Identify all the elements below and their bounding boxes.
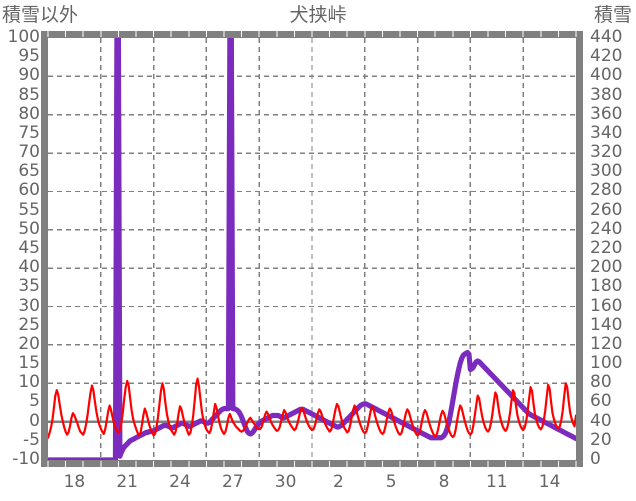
y-axis-left-tick: 90 xyxy=(18,65,40,86)
y-axis-right-tick: 260 xyxy=(590,199,623,220)
y-axis-left-tick: 5 xyxy=(29,391,40,412)
y-axis-right-tick: 0 xyxy=(590,449,601,469)
y-axis-right-tick: 180 xyxy=(590,276,623,297)
y-axis-left-tick: -5 xyxy=(23,429,40,450)
y-axis-right-tick: 380 xyxy=(590,84,623,105)
x-axis-tick: 18 xyxy=(63,472,86,492)
y-axis-right-tick: 400 xyxy=(590,65,623,86)
left-axis-title: 積雪以外 xyxy=(2,4,79,26)
gridlines xyxy=(48,38,576,460)
y-axis-left-tick: 35 xyxy=(18,276,40,297)
x-axis-tick: 21 xyxy=(116,472,138,492)
y-axis-left-tick: 65 xyxy=(18,161,40,182)
x-axis-tick: 14 xyxy=(538,472,561,492)
data-series xyxy=(48,38,576,460)
y-axis-right-tick: 140 xyxy=(590,314,623,335)
y-axis-left-tick: 80 xyxy=(18,103,40,124)
y-axis-right-tick: 100 xyxy=(590,353,623,374)
x-axis-tick: 8 xyxy=(438,472,450,492)
y-axis-right-tick: 160 xyxy=(590,295,623,316)
y-axis-left-tick: -10 xyxy=(12,449,40,469)
y-axis-left-tick: 30 xyxy=(18,295,40,316)
y-axis-right-tick: 360 xyxy=(590,103,623,124)
y-axis-left-tick: 100 xyxy=(7,27,40,47)
y-axis-right-tick: 60 xyxy=(590,391,612,412)
y-axis-right-tick: 80 xyxy=(590,372,612,393)
y-axis-right-tick: 440 xyxy=(590,27,623,47)
x-axis-tick: 24 xyxy=(169,472,191,492)
y-axis-left-tick: 85 xyxy=(18,84,40,105)
y-axis-right-tick: 320 xyxy=(590,142,623,163)
y-axis-left-tick: 50 xyxy=(18,218,40,239)
axis-ticks xyxy=(47,31,577,467)
y-axis-right-tick: 300 xyxy=(590,161,623,182)
y-axis-right-tick: 20 xyxy=(590,429,612,450)
y-axis-left-tick: 0 xyxy=(29,410,40,431)
x-axis-tick: 2 xyxy=(332,472,344,492)
y-axis-left-tick: 60 xyxy=(18,180,40,201)
y-axis-left-tick: 75 xyxy=(18,122,40,143)
y-axis-left-tick: 25 xyxy=(18,314,40,335)
x-axis-tick: 30 xyxy=(274,472,297,492)
y-axis-left-tick: 70 xyxy=(18,142,40,163)
right-axis-title: 積雪 xyxy=(593,4,632,26)
x-axis-tick: 5 xyxy=(385,472,397,492)
y-axis-right-tick: 280 xyxy=(590,180,623,201)
y-axis-right-tick: 40 xyxy=(590,410,612,431)
y-axis-left-tick: 45 xyxy=(18,238,40,258)
y-axis-right-tick: 120 xyxy=(590,333,623,354)
x-axis-tick: 11 xyxy=(485,472,508,492)
y-axis-left-tick: 10 xyxy=(18,372,40,393)
y-axis-right-tick: 220 xyxy=(590,238,623,258)
y-axis-right-tick: 240 xyxy=(590,218,623,239)
y-axis-left-tick: 20 xyxy=(18,333,40,354)
y-axis-left-tick: 15 xyxy=(18,353,40,374)
y-axis-left-tick: 55 xyxy=(18,199,40,220)
page-title: 犬挟峠 xyxy=(289,4,347,26)
x-axis-tick: 27 xyxy=(221,472,244,492)
y-axis-left-tick: 95 xyxy=(18,46,40,67)
y-axis-right-tick: 200 xyxy=(590,257,623,278)
y-axis-right-tick: 420 xyxy=(590,46,623,67)
y-axis-left-tick: 40 xyxy=(18,257,40,278)
y-axis-right-tick: 340 xyxy=(590,122,623,143)
